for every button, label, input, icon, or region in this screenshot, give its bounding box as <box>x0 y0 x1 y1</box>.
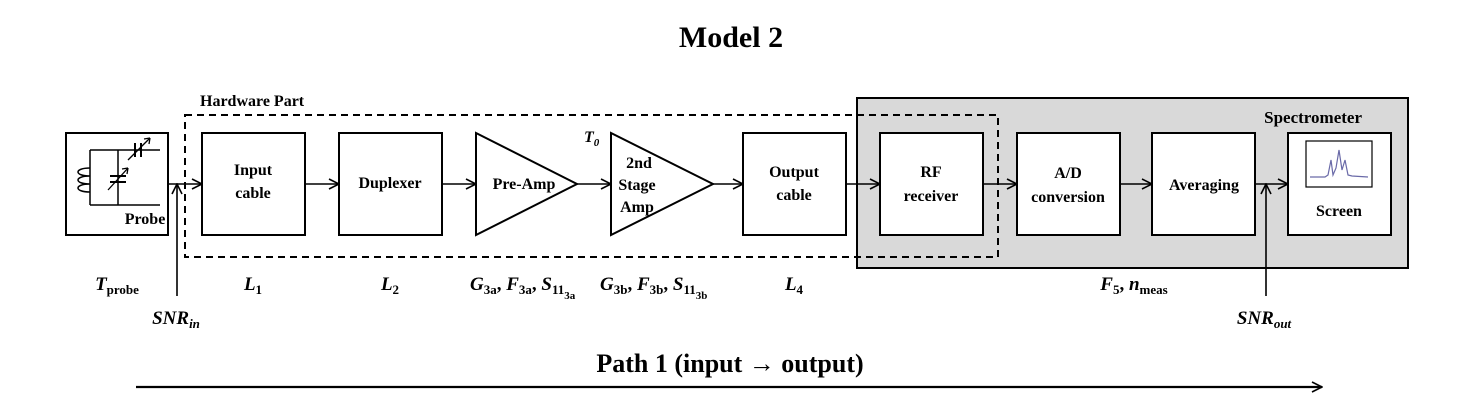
param-stage3a: G3a, F3a, S113a <box>470 274 576 302</box>
hardware-region <box>184 114 999 258</box>
param-f5-nmeas: F5, nmeas <box>1099 274 1167 297</box>
svg-text:cable: cable <box>235 185 271 202</box>
param-l1: L1 <box>243 274 262 297</box>
t0-label: T0 <box>584 129 600 149</box>
spectrometer-label: Spectrometer <box>1264 108 1362 127</box>
param-l2: L2 <box>380 274 399 297</box>
duplexer-block: Duplexer <box>338 132 443 236</box>
preamp-block: Pre-Amp <box>475 131 580 237</box>
snr-out-label: SNRout <box>1237 308 1292 331</box>
variable-capacitor-icon <box>127 137 151 161</box>
param-tprobe: Tprobe <box>95 274 139 297</box>
svg-text:Averaging: Averaging <box>1169 177 1239 194</box>
probe-block: Probe <box>65 132 169 236</box>
param-l4: L4 <box>784 274 804 297</box>
screen-block: Screen <box>1287 132 1392 236</box>
svg-text:Output: Output <box>769 164 819 181</box>
input-cable-block: Input cable <box>201 132 306 236</box>
svg-text:receiver: receiver <box>904 188 959 205</box>
diagram-title: Model 2 <box>679 21 783 54</box>
averaging-block: Averaging <box>1151 132 1256 236</box>
spectrum-display-icon <box>1305 140 1373 188</box>
spectrum-icon <box>1310 149 1369 178</box>
svg-text:Amp: Amp <box>620 199 654 216</box>
path-label: Path 1 (input → output) <box>596 349 863 378</box>
probe-label: Probe <box>125 211 166 228</box>
svg-text:A/D: A/D <box>1054 165 1082 182</box>
svg-text:conversion: conversion <box>1031 189 1105 206</box>
svg-text:RF: RF <box>920 164 942 181</box>
snr-in-label: SNRin <box>152 308 200 331</box>
svg-text:cable: cable <box>776 187 812 204</box>
hardware-label: Hardware Part <box>200 93 305 110</box>
svg-text:2nd: 2nd <box>626 155 652 172</box>
ad-conversion-block: A/D conversion <box>1016 132 1121 236</box>
param-stage3b: G3b, F3b, S113b <box>600 274 707 302</box>
coil-icon <box>77 167 91 193</box>
second-stage-amp-block: 2nd Stage Amp <box>610 131 716 237</box>
rf-receiver-block: RF receiver <box>879 132 984 236</box>
svg-text:Duplexer: Duplexer <box>358 175 421 192</box>
output-cable-block: Output cable <box>742 132 847 236</box>
svg-text:Stage: Stage <box>618 177 655 194</box>
svg-text:Pre-Amp: Pre-Amp <box>493 176 556 193</box>
svg-text:Input: Input <box>234 162 273 179</box>
variable-capacitor-icon <box>107 167 129 191</box>
svg-text:Screen: Screen <box>1316 203 1362 220</box>
